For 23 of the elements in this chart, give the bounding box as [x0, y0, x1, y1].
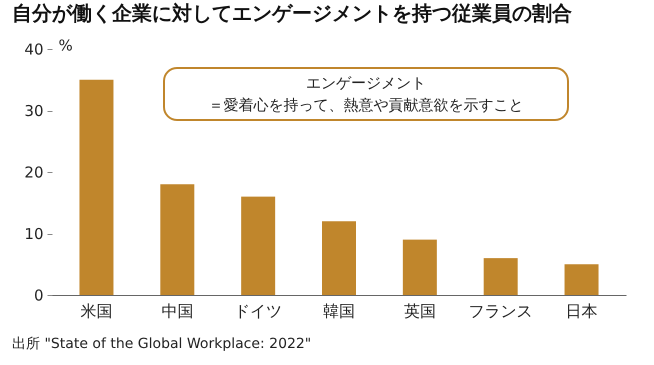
bar	[160, 184, 194, 295]
bar	[484, 258, 518, 295]
bar	[241, 196, 276, 295]
y-tick-label: 40	[24, 40, 44, 58]
x-tick-label: 韓国	[323, 302, 355, 320]
x-tick-label: 英国	[404, 302, 436, 320]
y-axis-title: %	[58, 36, 73, 54]
note-box: エンゲージメント ＝愛着心を持って、熱意や貢献意欲を示すこと	[163, 67, 569, 121]
text: 出所 "State of the Global Workplace: 2022"	[12, 335, 312, 353]
chart-title: 自分が働く企業に対してエンゲージメントを持つ従業員の割合	[12, 1, 572, 25]
y-tick-label: 10	[24, 225, 44, 243]
bar	[564, 264, 599, 295]
x-tick-label: フランス	[468, 302, 533, 320]
x-tick-label: 日本	[566, 302, 598, 320]
bar	[79, 80, 114, 295]
bar	[322, 221, 356, 295]
x-tick-label: 米国	[80, 302, 112, 320]
y-tick-label: 0	[34, 286, 44, 304]
y-tick-label: 30	[24, 102, 44, 120]
bar	[402, 240, 437, 295]
x-tick-label: 中国	[161, 302, 194, 320]
x-tick-label: ドイツ	[234, 302, 282, 320]
y-tick-label: 20	[24, 164, 44, 182]
